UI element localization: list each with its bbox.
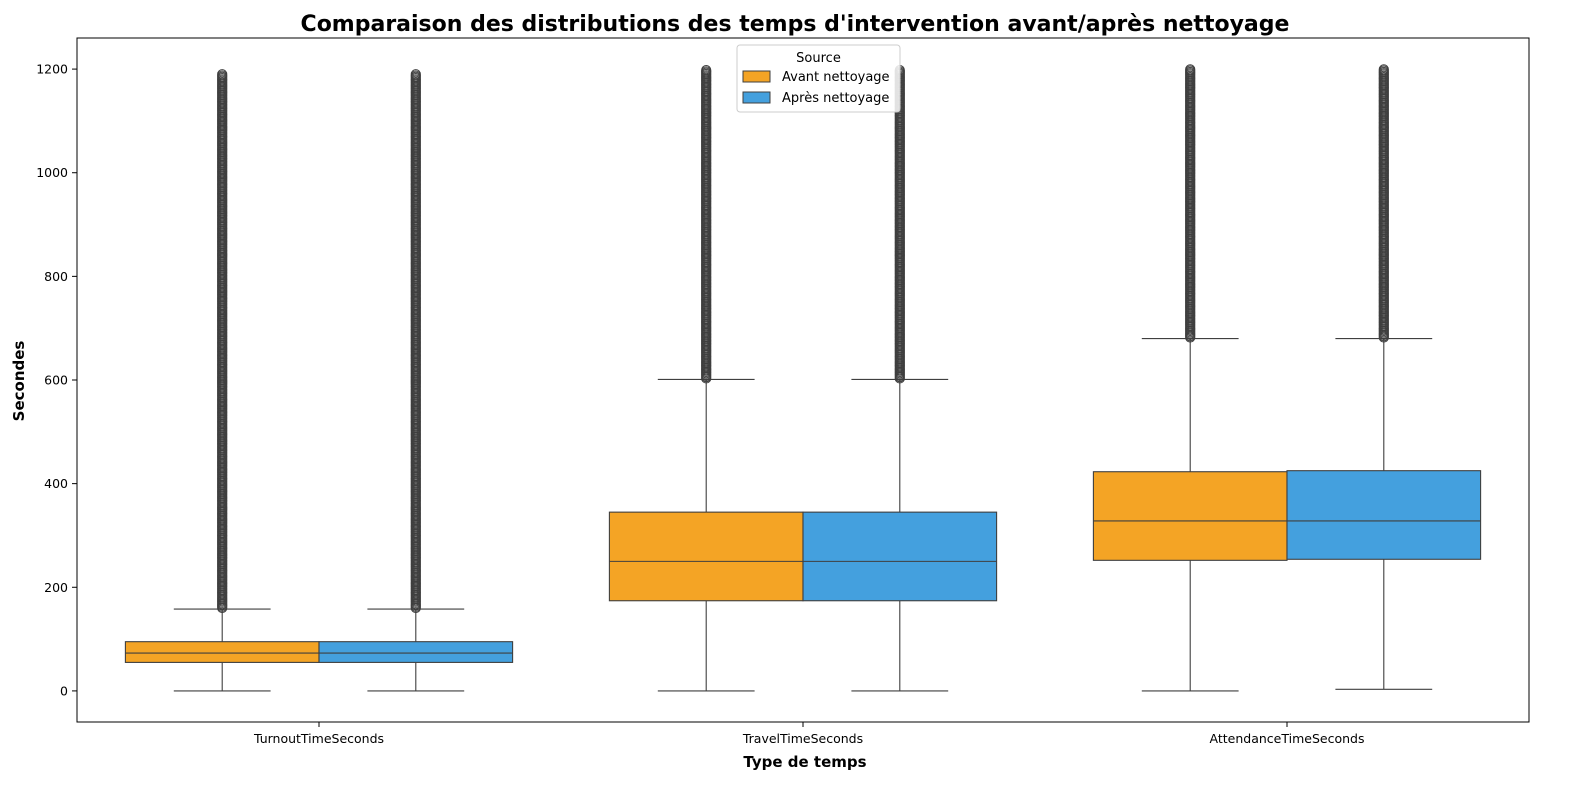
outlier-point bbox=[1185, 64, 1196, 75]
box bbox=[608, 511, 804, 602]
legend-label: Après nettoyage bbox=[782, 91, 889, 106]
y-tick-label: 800 bbox=[44, 269, 68, 284]
outlier-point bbox=[701, 65, 712, 76]
outliers-group bbox=[217, 69, 228, 614]
y-tick-label: 1200 bbox=[36, 62, 68, 77]
legend-title: Source bbox=[796, 51, 841, 66]
y-tick-label: 0 bbox=[60, 683, 68, 698]
plot-area: 0 200 400 600 800 1000 1200 TurnoutTimeSeconds T… bbox=[36, 37, 1530, 746]
x-tick-label: TurnoutTimeSeconds bbox=[253, 731, 384, 746]
y-tick-label: 600 bbox=[44, 373, 68, 388]
y-axis-title: Secondes bbox=[10, 341, 28, 422]
outliers-group bbox=[410, 69, 421, 614]
outliers-group bbox=[1185, 64, 1196, 343]
x-axis-title: Type de temps bbox=[743, 753, 866, 771]
box bbox=[802, 511, 998, 602]
y-tick-label: 400 bbox=[44, 476, 68, 491]
x-tick-label: TravelTimeSeconds bbox=[742, 731, 863, 746]
outliers-group bbox=[894, 65, 905, 384]
box bbox=[1286, 470, 1482, 560]
box bbox=[1092, 471, 1288, 561]
outlier-point bbox=[1378, 64, 1389, 75]
outliers-group bbox=[701, 65, 712, 384]
outliers-group bbox=[1378, 64, 1389, 343]
outlier-point bbox=[217, 69, 228, 80]
legend-label: Avant nettoyage bbox=[782, 70, 890, 85]
y-tick-label: 200 bbox=[44, 580, 68, 595]
x-tick-label: AttendanceTimeSeconds bbox=[1210, 731, 1365, 746]
legend-swatch bbox=[742, 91, 771, 104]
y-tick-label: 1000 bbox=[36, 165, 68, 180]
legend: Source Avant nettoyage Après nettoyage bbox=[736, 44, 901, 113]
chart-title: Comparaison des distributions des temps … bbox=[301, 12, 1290, 37]
plot-frame bbox=[76, 37, 1530, 723]
box bbox=[318, 641, 514, 663]
legend-swatch bbox=[742, 70, 771, 83]
outlier-point bbox=[410, 69, 421, 80]
box bbox=[124, 641, 320, 663]
legend-box bbox=[736, 44, 901, 113]
